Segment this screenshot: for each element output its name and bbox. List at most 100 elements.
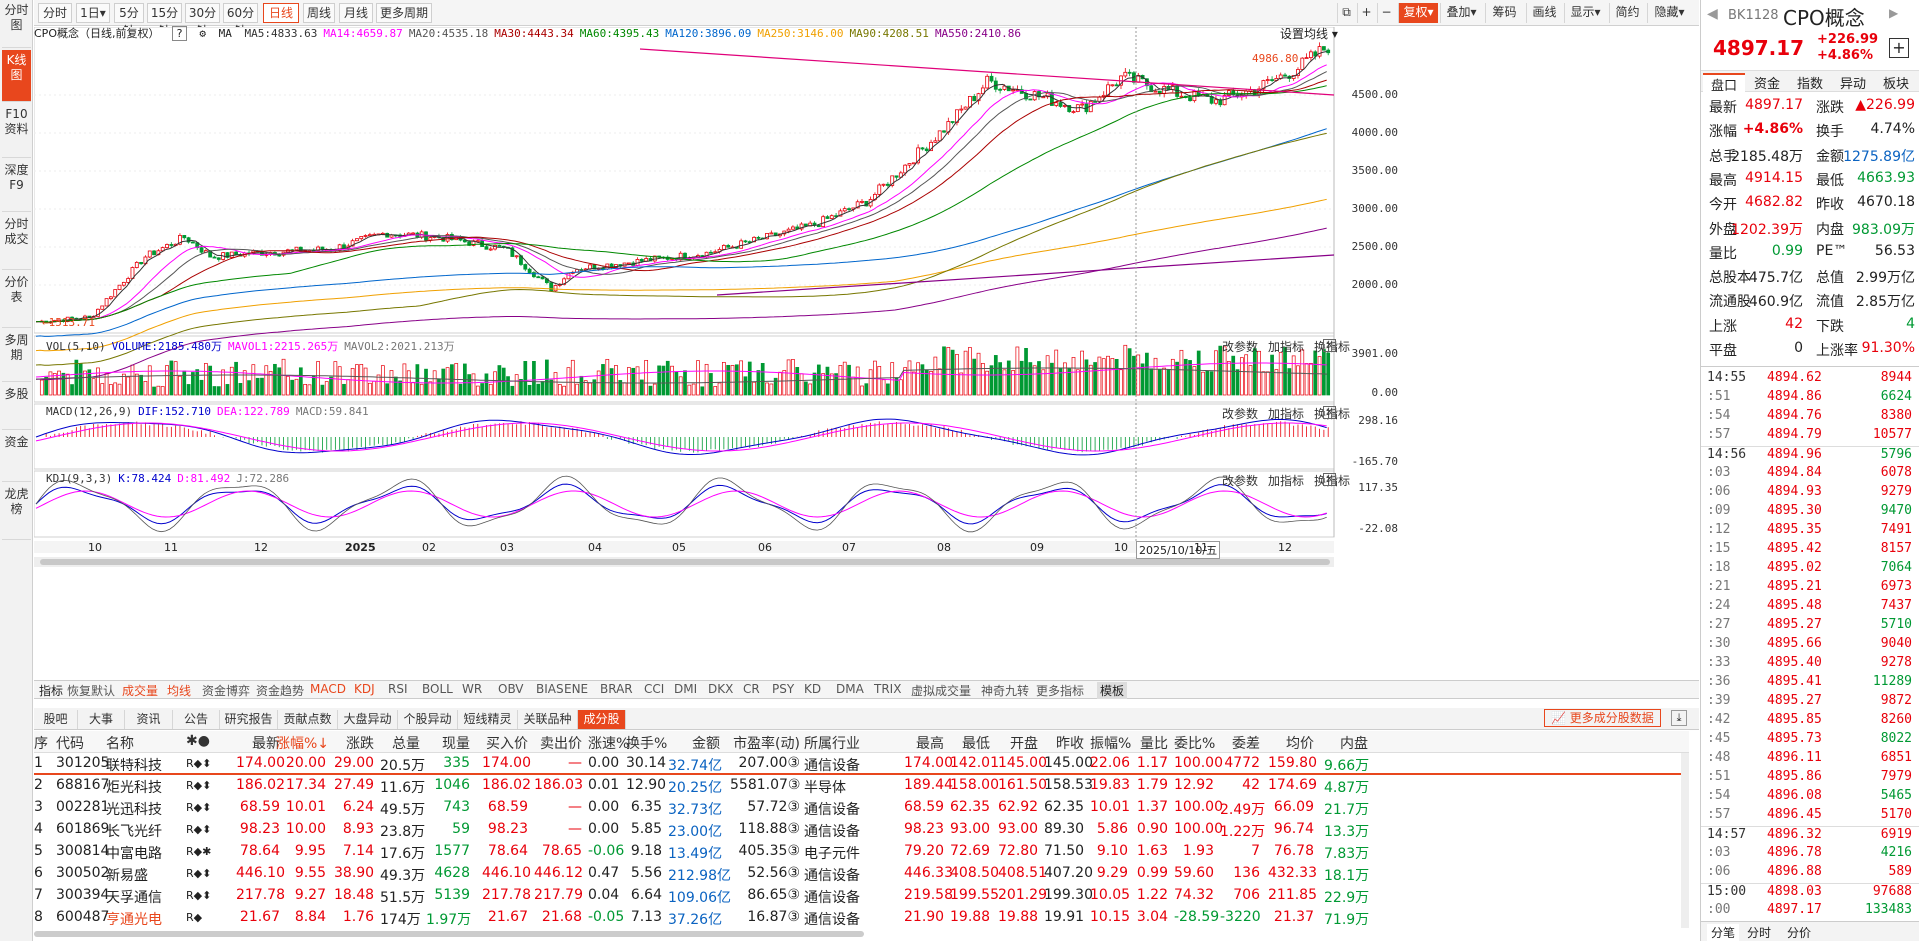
column-header[interactable]: 买入价: [486, 736, 528, 752]
info-tab[interactable]: 短线精灵: [458, 710, 518, 729]
tick-tab[interactable]: 分价: [1787, 926, 1812, 940]
column-header[interactable]: 总量: [392, 736, 420, 752]
indicator-tab[interactable]: CCI: [644, 682, 665, 696]
indicator-tab[interactable]: MACD: [310, 682, 346, 696]
table-row[interactable]: 2 688167 炬光科技 R◆⬍ 186.02 17.34 27.49 11.6万 1046 1…: [34, 775, 1689, 797]
indicator-tab[interactable]: 资金博弈: [202, 684, 251, 698]
column-header[interactable]: 涨跌: [346, 736, 374, 752]
panel-button[interactable]: 改参数: [1222, 407, 1259, 421]
chart-area[interactable]: CPO概念（日线,前复权） ? ⚙ MA MA5:4833.63 MA14:465…: [34, 26, 1699, 663]
indicator-tab[interactable]: 资金趋势: [256, 684, 305, 698]
table-row[interactable]: 8 600487 亨通光电 R◆ 21.67 8.84 1.76 174万 1.97万 21.67…: [34, 907, 1689, 929]
period-button[interactable]: 1日▾: [76, 3, 110, 23]
indicator-tab[interactable]: 均线: [167, 684, 192, 698]
period-button[interactable]: 30分钟: [185, 3, 220, 38]
toolbar-button[interactable]: +: [1357, 3, 1375, 23]
indicator-tab[interactable]: RSI: [388, 682, 408, 696]
indicator-tab[interactable]: CR: [743, 682, 760, 696]
tick-tab[interactable]: 分时: [1747, 926, 1772, 940]
table-row[interactable]: 6 300502 新易盛 R◆⬍ 446.10 9.55 38.90 49.3万 4628 446…: [34, 863, 1689, 885]
indicator-tab[interactable]: DKX: [708, 682, 734, 696]
period-button[interactable]: 分时: [38, 3, 72, 23]
indicator-tab[interactable]: 更多指标: [1036, 684, 1085, 698]
panel-button[interactable]: 加指标: [1268, 407, 1305, 421]
indicator-tab[interactable]: KD: [804, 682, 822, 696]
panel-button[interactable]: 加指标: [1268, 474, 1305, 488]
indicator-tab[interactable]: 指标: [39, 684, 64, 698]
table-row[interactable]: 4 601869 长飞光纤 R◆⬍ 98.23 10.00 8.93 23.8万 59 98.23…: [34, 819, 1689, 841]
quote-tab[interactable]: 指数: [1796, 77, 1823, 92]
info-tab[interactable]: 大盘异动: [338, 710, 398, 729]
indicator-tab[interactable]: DMI: [674, 682, 698, 696]
period-button[interactable]: 日线: [263, 3, 299, 23]
indicator-tab[interactable]: KDJ: [354, 682, 375, 696]
indicator-tab[interactable]: PSY: [772, 682, 795, 696]
info-tab[interactable]: 关联品种: [518, 710, 578, 729]
column-header[interactable]: 最高: [916, 736, 944, 752]
period-button[interactable]: 60分钟: [223, 3, 258, 38]
column-header[interactable]: 振幅%: [1090, 736, 1132, 752]
toolbar-button[interactable]: 隐藏▾: [1647, 3, 1691, 23]
column-header[interactable]: 序: [34, 736, 48, 752]
indicator-tab[interactable]: BOLL: [422, 682, 453, 696]
column-header[interactable]: 名称: [106, 736, 134, 752]
toolbar-button[interactable]: 复权▾: [1398, 3, 1438, 23]
indicator-tab[interactable]: BRAR: [600, 682, 633, 696]
indicator-tab[interactable]: 模板: [1097, 682, 1128, 699]
period-button[interactable]: 月线: [339, 3, 373, 23]
column-header[interactable]: 最新: [252, 736, 280, 752]
column-header[interactable]: 内盘: [1340, 736, 1368, 752]
column-header[interactable]: 换手%: [626, 736, 668, 752]
column-header[interactable]: ✱●: [186, 733, 210, 749]
toolbar-button[interactable]: −: [1377, 3, 1395, 23]
left-nav-item[interactable]: 深度F9: [2, 160, 31, 212]
toolbar-button[interactable]: 画线: [1526, 3, 1562, 23]
export-icon[interactable]: ⤓: [1671, 710, 1687, 726]
indicator-tab[interactable]: 神奇九转: [981, 684, 1030, 698]
toolbar-button[interactable]: 简约: [1609, 3, 1645, 23]
indicator-tab[interactable]: ENE: [564, 682, 589, 696]
info-tab[interactable]: 贡献点数: [278, 710, 338, 729]
panel-button[interactable]: 加指标: [1268, 340, 1305, 354]
help-icon[interactable]: ?: [172, 26, 187, 41]
left-nav-item[interactable]: F10资料: [2, 104, 31, 158]
panel-button[interactable]: 改参数: [1222, 474, 1259, 488]
column-header[interactable]: 最低: [962, 736, 990, 752]
column-header[interactable]: 市盈率(动): [733, 736, 800, 752]
toolbar-button[interactable]: 显示▾: [1564, 3, 1606, 23]
indicator-tab[interactable]: 虚拟成交量: [911, 684, 972, 698]
left-nav-item[interactable]: 龙虎榜: [2, 484, 31, 540]
next-arrow-icon[interactable]: ▶: [1889, 6, 1899, 20]
tick-tab[interactable]: 分笔: [1707, 924, 1740, 941]
info-tab[interactable]: 公告: [173, 710, 220, 729]
column-header[interactable]: 代码: [56, 736, 84, 752]
toolbar-button[interactable]: 叠加▾: [1440, 3, 1482, 23]
column-header[interactable]: 现量: [442, 736, 470, 752]
left-nav-item[interactable]: 分时成交: [2, 214, 31, 270]
quote-tab[interactable]: 板块: [1882, 77, 1909, 92]
back-arrow-icon[interactable]: ◀: [1707, 6, 1718, 22]
period-button[interactable]: 15分钟: [147, 3, 182, 38]
left-nav-item[interactable]: 多股: [2, 384, 31, 430]
table-h-scrollbar[interactable]: [34, 931, 864, 937]
kline-chart-svg[interactable]: [34, 27, 1699, 663]
table-row[interactable]: 1 301205 联特科技 R◆⬍ 174.00 20.00 29.00 20.5万 335 17…: [34, 753, 1689, 775]
period-button[interactable]: 周线: [303, 3, 335, 23]
left-nav-item[interactable]: K线图: [2, 50, 31, 102]
info-tab[interactable]: 研究报告: [220, 710, 278, 729]
info-tab[interactable]: 资讯: [125, 710, 173, 729]
period-button[interactable]: 5分钟: [114, 3, 144, 38]
column-header[interactable]: 涨速%: [588, 736, 630, 752]
column-header[interactable]: 委比%: [1174, 736, 1216, 752]
quote-tab[interactable]: 资金: [1753, 77, 1780, 92]
column-header[interactable]: 所属行业: [804, 736, 860, 752]
info-tab[interactable]: 大事: [78, 710, 125, 729]
period-button[interactable]: 更多周期▾: [376, 3, 432, 38]
settings-gear-icon[interactable]: ⚙: [199, 27, 206, 40]
column-header[interactable]: 开盘: [1010, 736, 1038, 752]
left-nav-item[interactable]: 资金: [2, 432, 31, 482]
add-watchlist-icon[interactable]: +: [1889, 38, 1909, 58]
indicator-tab[interactable]: WR: [462, 682, 483, 696]
toolbar-button[interactable]: 筹码: [1485, 3, 1523, 23]
table-scrollbar[interactable]: [1681, 753, 1689, 928]
